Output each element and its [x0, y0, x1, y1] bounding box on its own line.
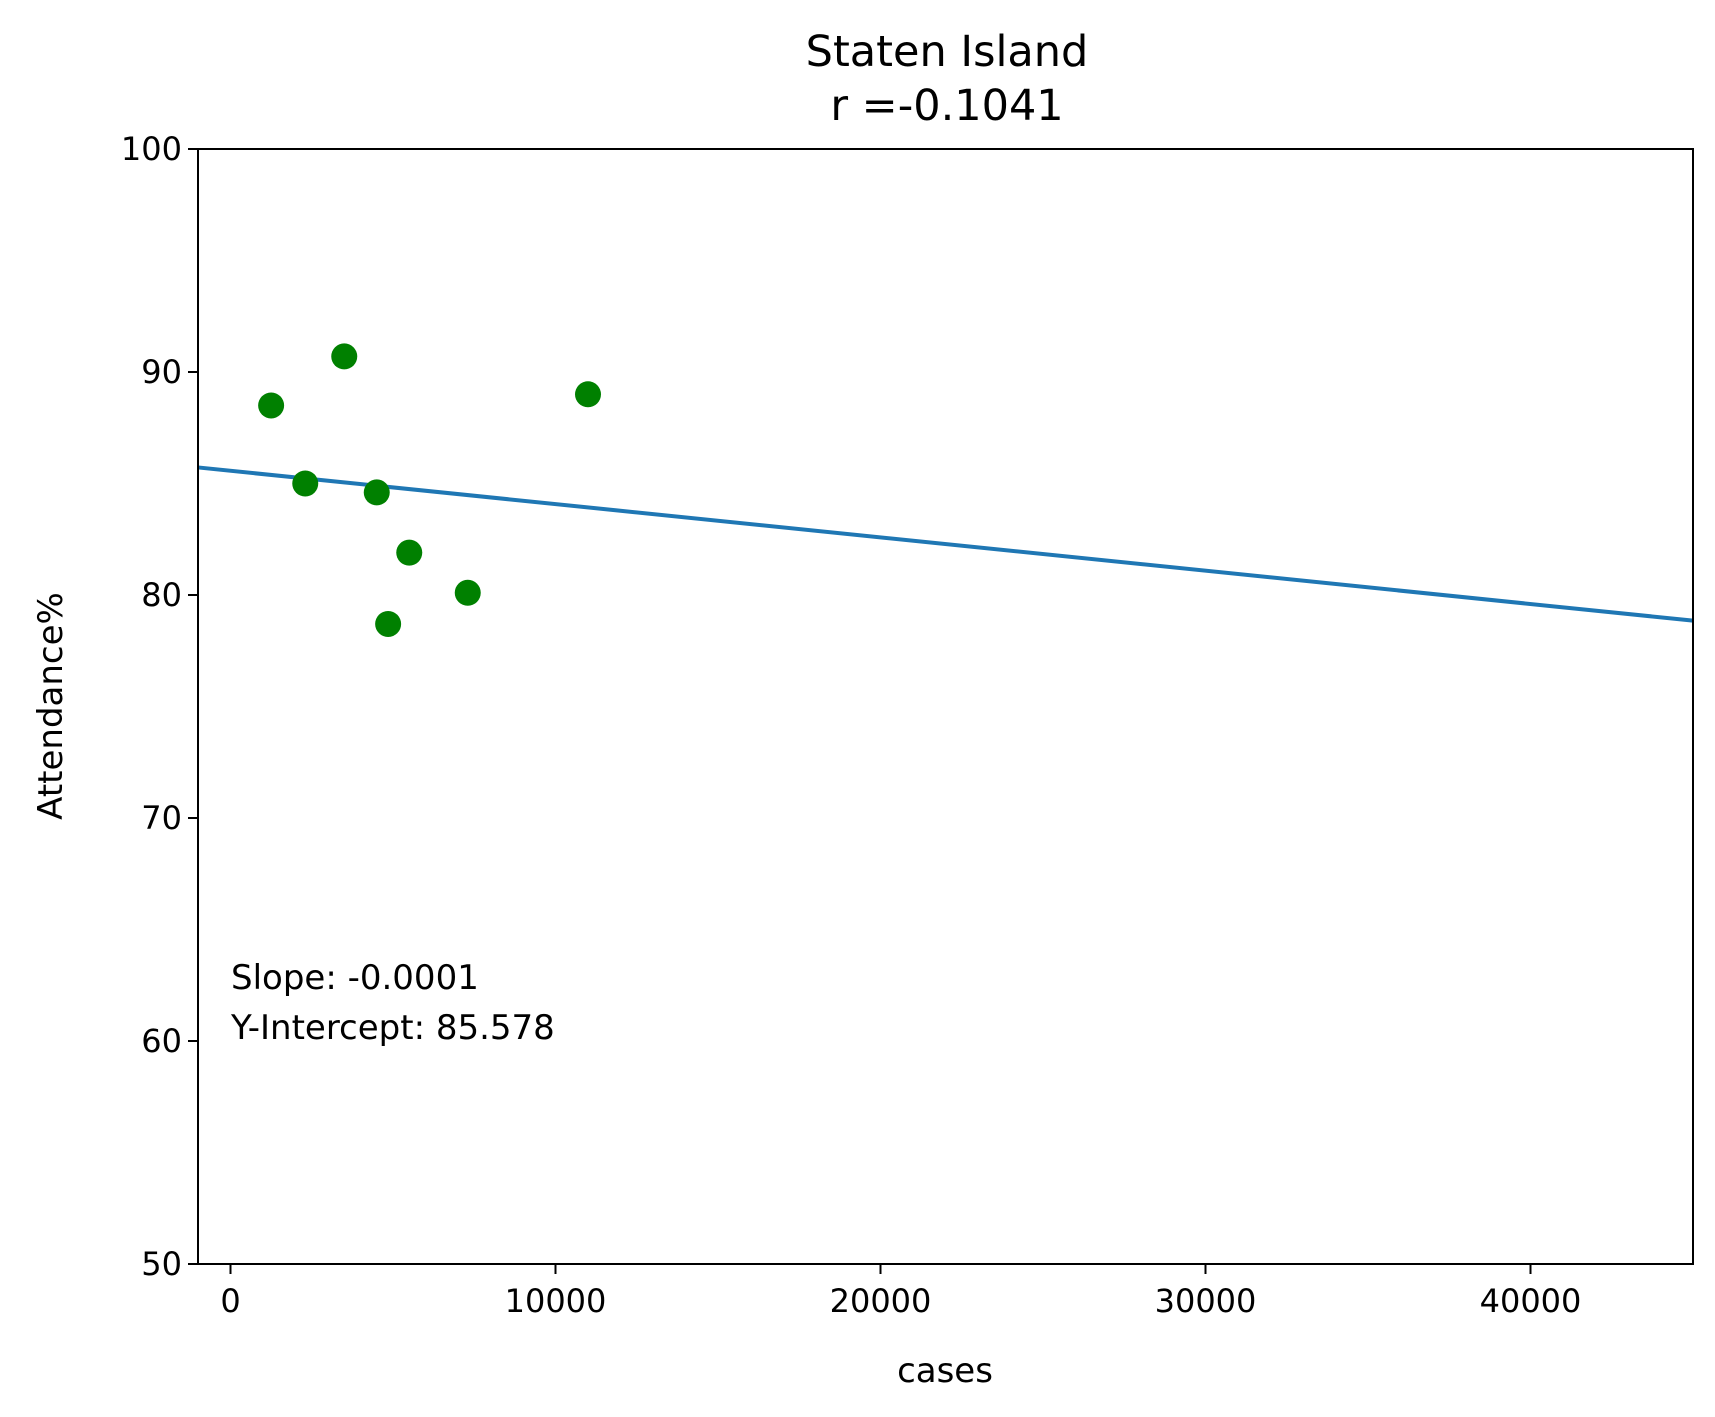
y-axis-ticks: 50 60 70 80 90 100: [121, 130, 198, 1283]
data-point-6: [396, 539, 423, 566]
points-layer: [258, 343, 601, 637]
x-axis-label: cases: [897, 1351, 993, 1391]
data-point-8: [575, 381, 601, 408]
data-point-3: [331, 343, 358, 370]
y-tick-label: 50: [141, 1245, 182, 1283]
x-tick-label: 40000: [1480, 1282, 1582, 1320]
x-axis-ticks: 0 10000 20000 30000 40000: [220, 1264, 1581, 1320]
plot-frame: [197, 148, 1694, 1265]
x-tick-label: 20000: [830, 1282, 932, 1320]
intercept-annotation: Y-Intercept: 85.578: [230, 1008, 555, 1048]
x-tick-label: 0: [220, 1282, 240, 1320]
y-tick-label: 70: [141, 799, 182, 837]
data-point-4: [363, 479, 390, 506]
x-tick-label: 10000: [505, 1282, 607, 1320]
data-point-2: [292, 470, 319, 497]
chart-title: Staten Island: [806, 27, 1089, 77]
x-tick-label: 30000: [1155, 1282, 1257, 1320]
regression-line: [197, 465, 1694, 623]
data-point-7: [454, 579, 481, 606]
y-tick-label: 100: [121, 130, 182, 168]
y-tick-label: 80: [141, 576, 182, 614]
y-axis-label: Attendance%: [31, 592, 71, 820]
slope-annotation: Slope: -0.0001: [231, 958, 479, 998]
data-point-1: [258, 392, 285, 419]
y-tick-label: 90: [141, 353, 182, 391]
chart-subtitle: r =-0.1041: [830, 81, 1063, 131]
data-point-5: [375, 610, 402, 637]
y-tick-label: 60: [141, 1022, 182, 1060]
fit-line-layer: [197, 465, 1694, 623]
